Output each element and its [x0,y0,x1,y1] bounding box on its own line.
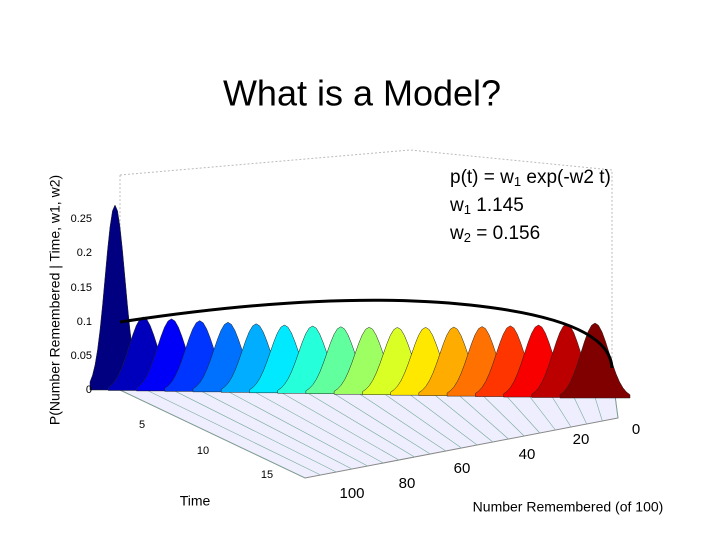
floor-grid [119,389,306,479]
number-axis-label: Number Remembered (of 100) [473,499,664,515]
tick-label: 20 [573,431,590,448]
slide-title: What is a Model? [223,73,501,114]
tick-label: 0.25 [71,213,92,225]
tick-label: 100 [339,485,364,502]
tick-label: 0.05 [71,350,92,362]
tick-label: 60 [454,460,471,477]
tick-label: 0.2 [77,247,92,259]
tick-label: 0 [632,421,640,438]
tick-label: 80 [399,475,416,492]
floor-grid [169,387,337,473]
floor-grid [242,385,384,464]
floor-grid [193,387,353,470]
model-curve [119,298,614,369]
equation-line: p(t) = w1 exp(-w2 t) [450,167,611,189]
tick-label: 5 [139,419,145,431]
tick-label: 10 [197,445,209,457]
tick-label: 40 [519,446,536,463]
back-wall [119,149,613,396]
floor-grid [267,384,400,461]
tick-label: 15 [261,469,273,481]
floor-grid [316,382,431,455]
floor-grid [218,386,368,467]
hump [559,322,631,399]
tick-label: 0.1 [77,316,92,328]
surface-plot [89,149,631,479]
floor-grid [292,383,415,458]
floor-grid [144,388,321,476]
tick-label: 0 [86,384,92,396]
equation-line: w1 1.145 [449,195,524,217]
z-axis-label: P(Number Remembered | Time, w1, w2) [47,175,63,425]
equation-line: w2 = 0.156 [449,223,540,245]
tick-label: 0.15 [71,282,92,294]
time-axis-label: Time [180,493,211,509]
